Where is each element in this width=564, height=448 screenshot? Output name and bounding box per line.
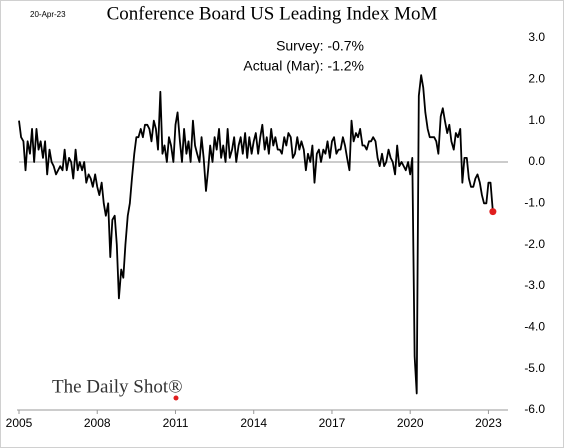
y-tick-label: -3.0 [524,278,545,292]
x-tick-label: 2008 [84,416,111,430]
date-note: 20-Apr-23 [30,10,66,19]
x-tick-label: 2023 [475,416,502,430]
y-tick-label: 2.0 [528,72,545,86]
chart-title: Conference Board US Leading Index MoM [107,3,438,24]
y-tick-label: 3.0 [528,30,545,44]
logo: The Daily Shot® [52,376,183,397]
x-tick-label: 2014 [240,416,267,430]
y-tick-label: -5.0 [524,361,545,375]
x-tick-label: 2011 [163,416,189,430]
y-tick-label: -4.0 [524,320,545,334]
y-tick-label: 0.0 [528,154,545,168]
y-tick-label: -1.0 [524,196,545,210]
y-tick-label: 1.0 [528,113,545,127]
logo-dot [173,395,179,401]
series-line [18,74,494,395]
x-tick-label: 2017 [319,416,346,430]
x-tick-label: 2020 [397,416,424,430]
x-tick-label: 2005 [6,416,33,430]
annotation: Survey: -0.7% [276,38,364,54]
y-tick-label: -2.0 [524,237,545,251]
y-tick-label: -6.0 [524,402,545,416]
last-point [489,208,497,216]
annotation: Actual (Mar): -1.2% [243,58,364,74]
